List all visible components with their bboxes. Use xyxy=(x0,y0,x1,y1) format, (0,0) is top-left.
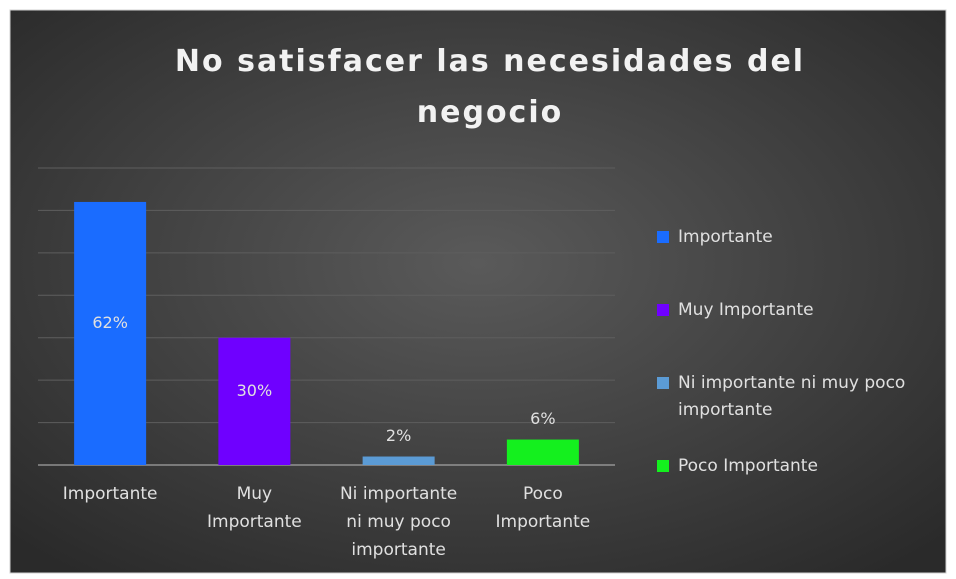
x-tick-label: Importante xyxy=(63,484,158,504)
data-label: 2% xyxy=(386,426,411,445)
legend-label: Muy Importante xyxy=(678,300,814,320)
legend-swatch xyxy=(657,460,669,472)
bar xyxy=(74,201,147,465)
legend-swatch xyxy=(657,377,669,389)
bar xyxy=(218,337,291,465)
bar xyxy=(362,456,435,465)
chart-title: No satisfacer las necesidades del negocio xyxy=(175,44,805,130)
bar xyxy=(506,439,579,465)
legend-label: Poco Importante xyxy=(678,456,818,476)
x-tick-label: Muy Importante xyxy=(207,484,302,532)
x-tick-label: Ni importante ni muy poco importante xyxy=(340,484,457,560)
legend-swatch xyxy=(657,304,669,316)
legend-label: Ni importante ni muy poco importante xyxy=(678,373,905,420)
data-label: 6% xyxy=(530,409,555,428)
legend-swatch xyxy=(657,231,669,243)
x-tick-label: Poco Importante xyxy=(496,484,591,532)
chart-background xyxy=(9,9,947,574)
data-label: 30% xyxy=(237,381,273,400)
legend-label: Importante xyxy=(678,227,773,247)
data-label: 62% xyxy=(92,313,128,332)
